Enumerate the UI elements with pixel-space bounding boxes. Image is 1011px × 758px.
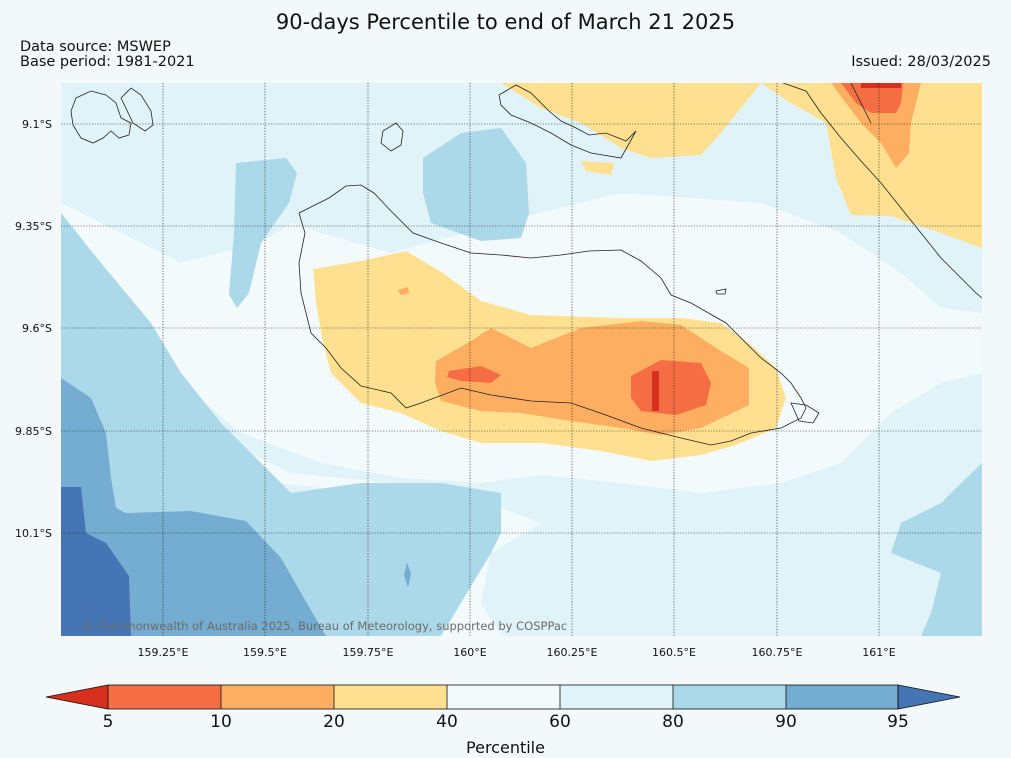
colorbar-20-40	[334, 685, 447, 709]
band-80-90-north-blob	[423, 128, 529, 241]
coastline-malaita	[782, 83, 982, 299]
band-5-10-east	[631, 360, 711, 415]
colorbar-tick-80: 80	[662, 712, 684, 732]
band-below-5-northeast	[861, 83, 901, 88]
percentile-map	[61, 83, 982, 636]
band-90-95-speck	[404, 563, 411, 588]
lon-label-2: 159.5°E	[243, 646, 287, 659]
colorbar	[0, 680, 1011, 758]
band-80-90-east	[891, 463, 982, 636]
data-source-label: Data source: MSWEP	[20, 39, 171, 55]
lat-label-1: 9.1°S	[22, 118, 52, 131]
band-5-10-northeast	[841, 83, 903, 113]
lon-label-1: 159.25°E	[137, 646, 189, 659]
band-10-20-small-a	[398, 287, 409, 295]
lat-label-5: 10.1°S	[15, 527, 52, 540]
colorbar-tick-90: 90	[775, 712, 797, 732]
lon-label-8: 161°E	[862, 646, 896, 659]
band-60-80-south	[61, 313, 982, 636]
colorbar-tick-60: 60	[549, 712, 571, 732]
source-info: Data source: MSWEP Base period: 1981-202…	[20, 40, 195, 70]
graticule	[61, 83, 982, 636]
lon-label-3: 159.75°E	[342, 646, 394, 659]
band-5-10-west	[447, 366, 501, 383]
coastline-russell-islands	[70, 90, 132, 144]
colorbar-outline	[107, 684, 899, 710]
colorbar-dividers	[220, 685, 787, 709]
band-below-5-east	[652, 371, 659, 411]
colorbar-40-60	[447, 685, 560, 709]
coastlines	[70, 83, 982, 446]
lat-label-3: 9.6°S	[22, 322, 52, 335]
colorbar-above-95-arrow	[897, 684, 961, 710]
band-80-90-left-blob	[229, 158, 297, 308]
colorbar-60-80	[560, 685, 673, 709]
colorbar-below-5-arrow	[45, 684, 109, 710]
map-title: 90-days Percentile to end of March 21 20…	[275, 10, 736, 34]
band-90-95	[61, 378, 326, 636]
colorbar-title: Percentile	[466, 738, 545, 757]
coastline-dot	[715, 288, 727, 295]
coastline-small-east	[790, 402, 820, 424]
lat-label-4: 9.85°S	[15, 425, 52, 438]
coastline-small-island	[380, 122, 404, 152]
lon-label-4: 160°E	[453, 646, 487, 659]
band-20-40-small	[581, 161, 614, 175]
map-panel	[61, 83, 982, 636]
coastline-guadalcanal	[298, 184, 807, 446]
copyright-notice: © Commonwealth of Australia 2025, Bureau…	[83, 619, 568, 633]
lon-label-6: 160.5°E	[652, 646, 696, 659]
colorbar-tick-95: 95	[887, 712, 909, 732]
colorbar-tick-40: 40	[436, 712, 458, 732]
colorbar-tick-10: 10	[210, 712, 232, 732]
lon-label-5: 160.25°E	[546, 646, 598, 659]
colorbar-tick-20: 20	[323, 712, 345, 732]
colorbar-graphic	[45, 684, 961, 710]
band-above-95	[61, 487, 131, 636]
lon-label-7: 160.75°E	[751, 646, 803, 659]
lat-label-2: 9.35°S	[15, 220, 52, 233]
colorbar-90-95	[786, 685, 898, 709]
coastline-russell-islands-b	[120, 87, 154, 132]
colorbar-80-90	[673, 685, 786, 709]
coastline-florida-islands	[498, 84, 637, 159]
colorbar-5-10	[108, 685, 221, 709]
issued-date-label: Issued: 28/03/2025	[851, 54, 991, 70]
base-period-label: Base period: 1981-2021	[20, 54, 195, 70]
colorbar-10-20	[221, 685, 334, 709]
colorbar-tick-5: 5	[102, 712, 114, 732]
